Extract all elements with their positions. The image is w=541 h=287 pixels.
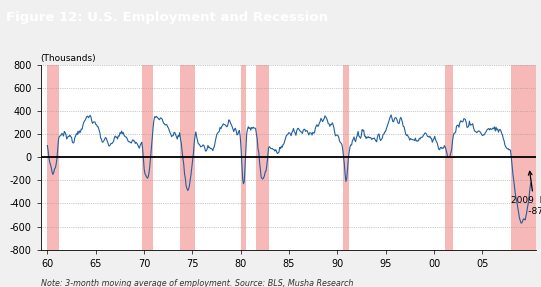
Bar (142, 65, 153, 250)
Bar (241, 65, 246, 250)
Bar (343, 65, 349, 250)
Text: Note: 3-month moving average of employment. Source: BLS, Musha Research: Note: 3-month moving average of employme… (41, 279, 353, 287)
Bar (48, 65, 60, 250)
Bar (511, 65, 536, 250)
Text: (Thousands): (Thousands) (41, 54, 96, 63)
Bar (445, 65, 453, 250)
Bar (180, 65, 195, 250)
Text: 2009  Nov
      -87: 2009 Nov -87 (511, 171, 541, 216)
Bar (256, 65, 269, 250)
Text: Figure 12: U.S. Employment and Recession: Figure 12: U.S. Employment and Recession (6, 11, 328, 24)
